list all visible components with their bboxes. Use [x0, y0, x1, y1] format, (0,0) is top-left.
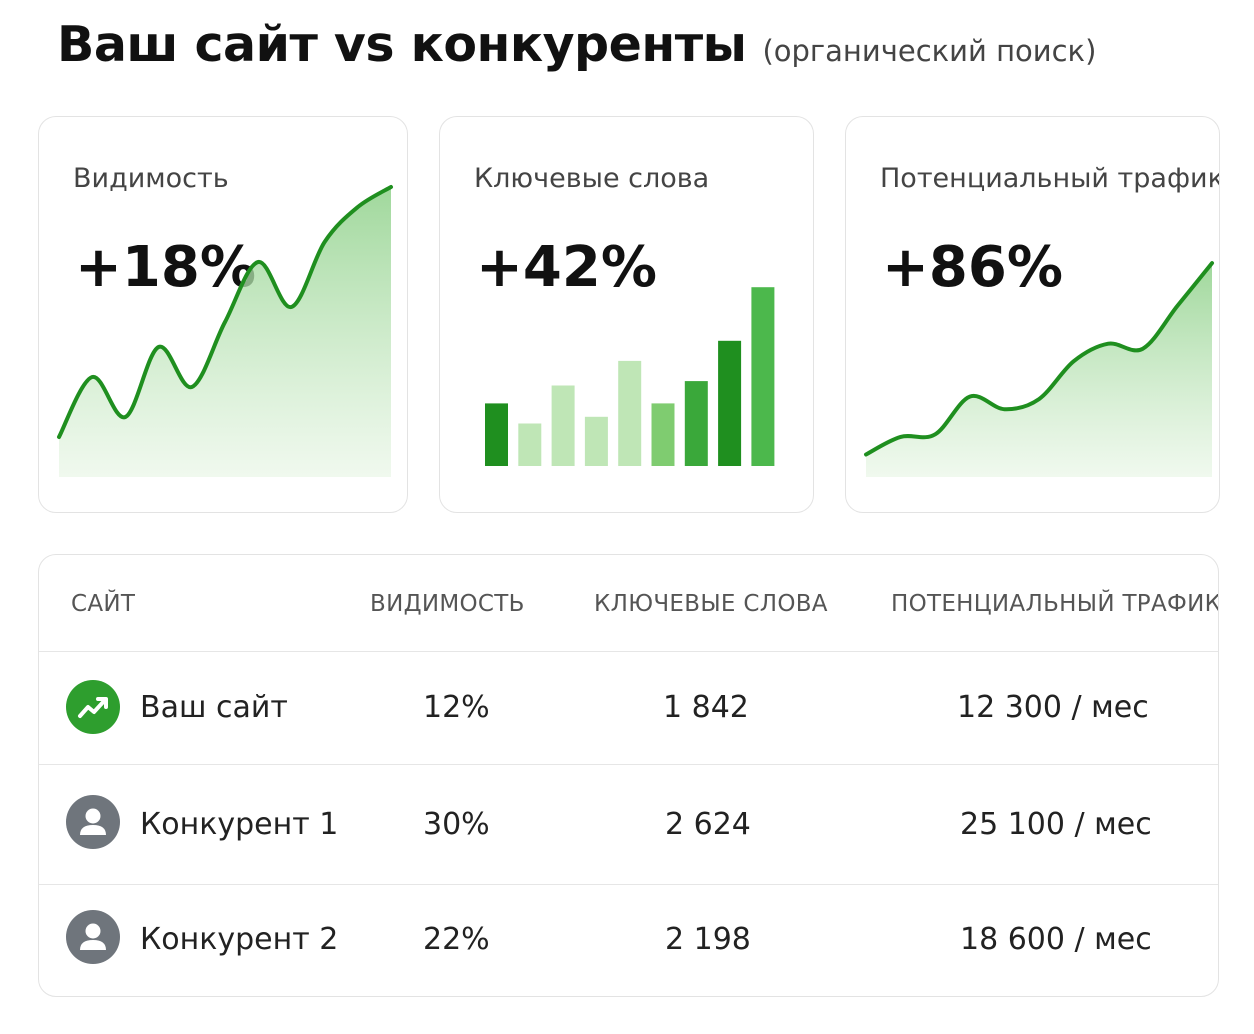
- header-visibility: ВИДИМОСТЬ: [370, 591, 525, 617]
- bar: [618, 360, 642, 466]
- traffic-value: 18 600 / мес: [960, 922, 1152, 957]
- series-line: [864, 261, 1214, 457]
- bar: [518, 423, 542, 466]
- table-row[interactable]: Конкурент 1 30% 2 624 25 100 / мес: [39, 765, 1218, 885]
- series-line: [57, 185, 393, 439]
- keywords-bar-chart: [485, 287, 775, 466]
- bar: [718, 340, 742, 466]
- user-icon: [66, 795, 120, 849]
- keywords-value: 2 624: [665, 807, 751, 842]
- visibility-value: 30%: [423, 807, 490, 842]
- site-name: Конкурент 2: [140, 922, 339, 957]
- table-header: САЙТ ВИДИМОСТЬ КЛЮЧЕВЫЕ СЛОВА ПОТЕНЦИАЛЬ…: [39, 555, 1218, 652]
- header-keywords: КЛЮЧЕВЫЕ СЛОВА: [594, 591, 828, 617]
- site-name: Ваш сайт: [140, 690, 288, 725]
- page-subtitle: (органический поиск): [762, 34, 1097, 68]
- card-label: Потенциальный трафик: [880, 163, 1220, 194]
- card-traffic: Потенциальный трафик +86%: [845, 116, 1220, 513]
- page-title: Ваш сайт vs конкуренты: [57, 16, 747, 73]
- area-fill: [59, 187, 391, 477]
- traffic-area-chart: [864, 261, 1214, 477]
- card-value: +18%: [75, 235, 256, 300]
- bar: [584, 416, 608, 466]
- site-name: Конкурент 1: [140, 807, 339, 842]
- bar: [751, 287, 775, 466]
- bar: [551, 385, 575, 466]
- card-keywords: Ключевые слова +42%: [439, 116, 814, 513]
- card-value: +86%: [882, 235, 1063, 300]
- header-traffic: ПОТЕНЦИАЛЬНЫЙ ТРАФИК: [891, 591, 1219, 617]
- comparison-table: САЙТ ВИДИМОСТЬ КЛЮЧЕВЫЕ СЛОВА ПОТЕНЦИАЛЬ…: [38, 554, 1219, 997]
- traffic-value: 25 100 / мес: [960, 807, 1152, 842]
- header-site: САЙТ: [71, 591, 136, 617]
- keywords-value: 1 842: [663, 690, 749, 725]
- visibility-value: 12%: [423, 690, 490, 725]
- table-row[interactable]: Ваш сайт 12% 1 842 12 300 / мес: [39, 652, 1218, 765]
- visibility-value: 22%: [423, 922, 490, 957]
- card-value: +42%: [476, 235, 657, 300]
- bar: [485, 403, 508, 466]
- card-label: Видимость: [73, 163, 229, 194]
- area-fill: [866, 263, 1212, 477]
- bar: [684, 381, 708, 466]
- visibility-area-chart: [57, 185, 393, 477]
- card-label: Ключевые слова: [474, 163, 710, 194]
- table-row[interactable]: Конкурент 2 22% 2 198 18 600 / мес: [39, 885, 1218, 996]
- trending-up-icon: [66, 680, 120, 734]
- keywords-value: 2 198: [665, 922, 751, 957]
- bar: [651, 403, 675, 466]
- traffic-value: 12 300 / мес: [957, 690, 1149, 725]
- page-header: Ваш сайт vs конкуренты (органический пои…: [57, 16, 1096, 73]
- user-icon: [66, 910, 120, 964]
- card-visibility: Видимость +18%: [38, 116, 408, 513]
